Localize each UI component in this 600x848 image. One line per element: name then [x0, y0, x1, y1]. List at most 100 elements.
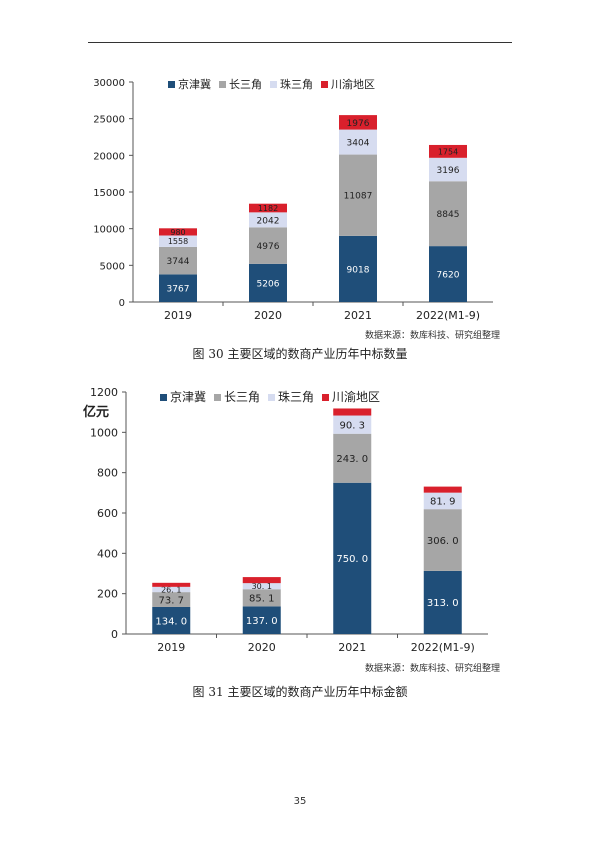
bar-segment-4 [423, 486, 462, 493]
bar-segment-4 [429, 144, 467, 158]
bar-data-label: 4976 [257, 242, 280, 252]
bar-data-label: 134. 0 [155, 616, 187, 627]
legend-swatch-4 [321, 81, 328, 88]
bar-data-label: 3744 [167, 257, 190, 267]
y-tick-label: 10000 [93, 225, 125, 236]
bar-data-label: 1754 [438, 147, 458, 156]
y-tick-label: 1200 [90, 386, 118, 399]
bar-data-label: 26. 1 [161, 586, 181, 595]
bar-data-label: 9018 [347, 265, 370, 275]
y-tick-label: 30000 [93, 78, 125, 89]
bar-segment-4 [152, 582, 191, 587]
x-tick-label: 2021 [338, 641, 366, 654]
bar-segment-2 [339, 154, 377, 236]
bar-segment-1 [423, 570, 462, 634]
bar-data-label: 7620 [437, 270, 460, 280]
bar-segment-3 [249, 212, 287, 228]
bar-data-label: 73. 7 [159, 595, 184, 606]
bar-data-label: 1182 [258, 204, 278, 213]
bar-segment-4 [333, 408, 372, 416]
header-rule [88, 42, 512, 43]
bar-segment-3 [339, 129, 377, 155]
bar-segment-1 [242, 606, 281, 634]
legend-label-2: 长三角 [224, 390, 260, 404]
legend-label-2: 长三角 [229, 78, 262, 91]
bar-segment-1 [249, 263, 287, 302]
y-tick-label: 0 [119, 298, 125, 309]
bar-segment-2 [423, 509, 462, 571]
bar-data-label: 3196 [437, 166, 460, 176]
bid-amount-chart: 0 200 400 600 800 1000 1200 亿元 2019 134. 0 73. 726… [83, 386, 488, 654]
bar-segment-4 [339, 115, 377, 130]
bar-segment-1 [333, 482, 372, 634]
bar-data-label: 243. 0 [336, 454, 368, 465]
chart1-source-note: 数据来源：数库科技、研究组整理 [364, 331, 500, 341]
bar-data-label: 81. 9 [430, 497, 455, 508]
bar-data-label: 8845 [437, 210, 460, 220]
y-tick-label: 400 [97, 547, 118, 560]
bar-segment-4 [242, 577, 281, 584]
chart1-caption: 图 30 主要区域的数商产业历年中标数量 [192, 347, 408, 361]
bar-segment-3 [159, 235, 197, 247]
bar-segment-2 [152, 592, 191, 607]
legend-swatch-3 [270, 81, 277, 88]
bar-data-label: 30. 1 [252, 582, 272, 591]
bar-segment-3 [152, 586, 191, 593]
x-tick-label: 2019 [164, 309, 192, 322]
bar-data-label: 3404 [347, 139, 370, 149]
bar-segment-1 [159, 274, 197, 302]
x-tick-label: 2020 [248, 641, 276, 654]
bar-segment-3 [429, 157, 467, 182]
y-tick-label: 1000 [90, 426, 118, 439]
chart2-source-note: 数据来源：数库科技、研究组整理 [364, 664, 500, 674]
y-tick-label: 800 [97, 467, 118, 480]
bar-segment-2 [242, 589, 281, 607]
x-tick-label: 2022(M1-9) [416, 309, 480, 322]
legend-swatch-2 [214, 394, 221, 401]
bar-segment-2 [249, 227, 287, 264]
bar-data-label: 313. 0 [427, 598, 459, 609]
bar-segment-2 [333, 433, 372, 483]
page-number: 35 [293, 796, 307, 807]
y-tick-label: 200 [97, 588, 118, 601]
legend-label-3: 珠三角 [278, 390, 314, 404]
x-tick-label: 2021 [344, 309, 372, 322]
y-tick-label: 600 [97, 507, 118, 520]
bar-segment-2 [429, 181, 467, 247]
bar-segment-2 [159, 246, 197, 275]
bar-segment-3 [333, 415, 372, 434]
y-tick-label: 20000 [93, 151, 125, 162]
bid-count-chart: 0 5000 10000 15000 20000 25000 30000 2019 3767 37… [93, 77, 493, 322]
y-tick-label: 5000 [100, 261, 125, 272]
y-tick-label: 0 [111, 628, 118, 641]
bar-data-label: 5206 [257, 279, 280, 289]
legend-label-1: 京津冀 [178, 77, 211, 91]
y-axis-unit-label: 亿元 [83, 404, 109, 420]
legend-swatch-4 [322, 394, 329, 401]
legend-label-4: 川渝地区 [332, 389, 380, 404]
bar-data-label: 3767 [167, 285, 190, 295]
bar-segment-1 [429, 246, 467, 302]
legend-swatch-3 [268, 394, 275, 401]
bar-segment-4 [159, 228, 197, 236]
bar-segment-4 [249, 203, 287, 213]
bar-segment-3 [242, 583, 281, 590]
bar-data-label: 11087 [344, 192, 373, 202]
bar-data-label: 980 [170, 228, 185, 237]
bar-data-label: 137. 0 [246, 616, 278, 627]
y-tick-label: 15000 [93, 188, 125, 199]
legend-swatch-2 [219, 81, 226, 88]
chart2-caption: 图 31 主要区域的数商产业历年中标金额 [192, 685, 408, 699]
bar-data-label: 85. 1 [249, 594, 274, 605]
legend-swatch-1 [160, 394, 167, 401]
bar-data-label: 750. 0 [336, 554, 368, 565]
bar-data-label: 90. 3 [340, 420, 365, 431]
y-tick-label: 25000 [93, 115, 125, 126]
bar-segment-3 [423, 492, 462, 510]
bar-data-label: 1558 [168, 237, 188, 246]
bar-data-label: 306. 0 [427, 536, 459, 547]
legend-swatch-1 [168, 81, 175, 88]
legend-label-4: 川渝地区 [331, 77, 375, 91]
bar-segment-1 [152, 606, 191, 634]
bar-data-label: 1976 [347, 119, 370, 129]
